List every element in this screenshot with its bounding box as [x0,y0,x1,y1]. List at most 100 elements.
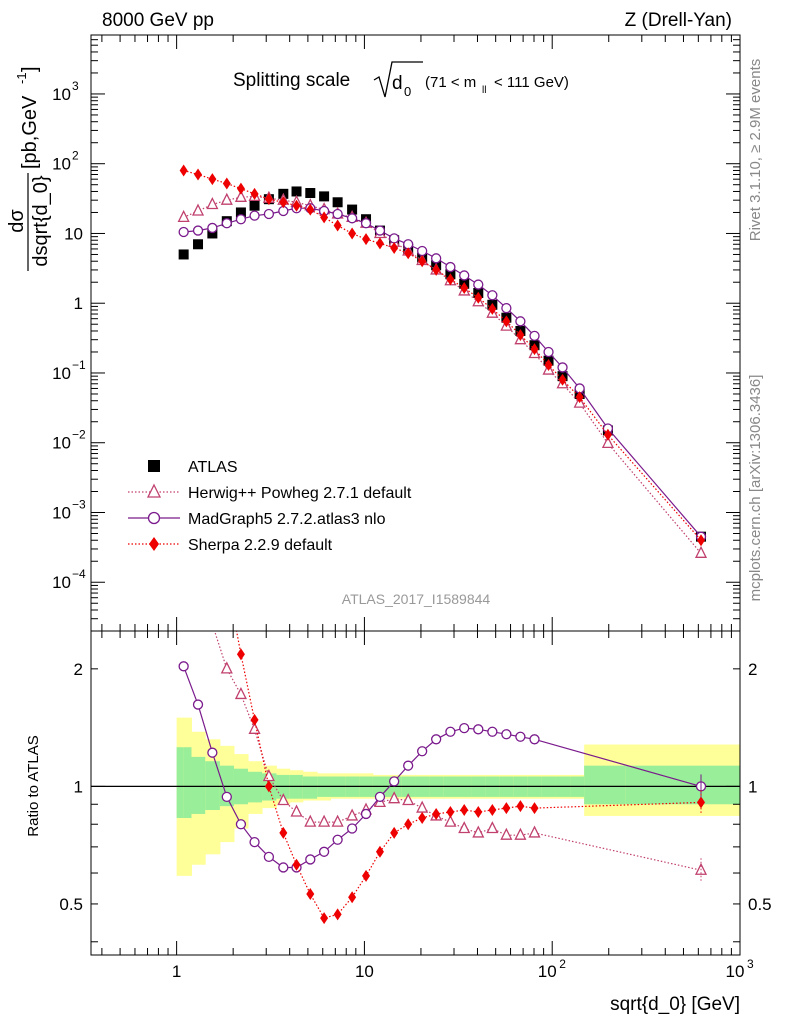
data-point [320,211,329,224]
data-point [220,192,233,205]
header-left: 8000 GeV pp [102,10,214,31]
ylabel-units-sup: -1 [14,72,29,84]
data-point [235,819,247,830]
data-point [207,222,218,234]
y-tick-label-exponent: −2 [72,428,86,442]
data-point [501,302,512,314]
data-point [236,648,245,661]
main-series-herwig-powheg-2-7-1-default [177,188,708,558]
data-point [249,200,260,211]
data-point [694,545,708,558]
data-point [192,699,204,710]
data-point [514,827,527,840]
data-point [502,315,511,328]
ratio-plot-frame [90,630,741,956]
main-series-sherpa-2-2-9-default [179,164,706,547]
data-point [263,851,275,863]
data-point [207,747,218,758]
uncertainty-band-inner [248,771,263,803]
data-point [320,912,329,925]
data-point [194,390,202,402]
data-point [179,164,188,177]
data-point [417,245,428,257]
data-point [487,726,498,737]
data-point [390,826,399,839]
data-point [418,255,427,268]
ylabel-units: [pb,GeV [19,95,41,169]
data-point [375,237,384,250]
data-point [502,802,511,815]
data-point [208,173,217,186]
legend-label: Sherpa 2.2.9 default [188,537,333,554]
legend-entry: Herwig++ Powheg 2.7.1 default [128,483,412,502]
legend-label: ATLAS [188,459,238,476]
data-point [235,207,246,218]
data-point [389,233,400,244]
data-point [487,290,498,301]
data-point [474,805,483,818]
legend-marker [146,483,162,498]
legend-marker [148,460,160,472]
data-point [417,746,428,757]
data-point [360,808,372,820]
legend-entry: ATLAS [148,459,238,476]
data-point [431,253,442,264]
data-point [459,722,470,734]
data-point [530,802,539,815]
uncertainty-band-inner [183,747,192,818]
data-point [431,734,442,745]
data-point [346,213,358,224]
ratio-series-madgraph5-2-7-2-atlas3-nlo [178,661,707,873]
main-ylabel: dσ dsqrt{d_0} [pb,GeV -1 ] [6,66,52,271]
data-point [460,804,469,817]
data-point [331,814,344,827]
data-point [416,800,429,813]
data-point [460,282,469,295]
legend: ATLAS Herwig++ Powheg 2.7.1 default MadGra… [128,459,412,554]
title-var: d [392,73,403,94]
data-point [305,188,316,199]
plot-title: Splitting scale d 0 (71 < m ll < 111 GeV… [233,61,569,99]
y-tick-label-right: 0.5 [748,895,772,914]
data-point [459,270,470,281]
data-point [291,186,302,197]
mcplots-label: mcplots.cern.ch [arXiv:1306.3436] [747,375,764,602]
y-tick-label-exponent: −4 [72,567,86,581]
data-point [346,808,359,821]
data-point [193,239,204,250]
data-point [348,227,357,240]
data-point [516,329,525,342]
data-point [179,573,189,583]
data-point [389,776,400,787]
data-point [249,210,260,221]
data-point [292,199,301,212]
data-point [221,791,232,803]
ylabel-denominator: dsqrt{d_0} [30,175,52,267]
data-point [292,858,301,871]
y-tick-label: 10 [64,224,83,243]
ratio-ylabel: Ratio to ATLAS [25,735,42,836]
data-point [305,854,316,865]
data-point [418,811,427,824]
ratio-panel: 1 10 10 2 10 30.5 0.51 12 2 [59,390,772,981]
data-point [290,804,303,817]
data-point [178,249,189,260]
data-point [697,534,706,547]
y-tick-label-exponent: −1 [72,358,86,372]
data-point [207,618,217,628]
data-point [515,731,526,742]
data-point [444,814,457,827]
data-point [360,218,372,229]
data-point [488,804,497,817]
legend-label: Herwig++ Powheg 2.7.1 default [188,485,412,502]
data-point [192,225,204,236]
uncertainty-band-inner [205,761,221,811]
data-point [221,218,232,229]
ratio-series-sherpa-2-2-9-default [194,390,706,925]
sqrt-sign-icon [373,61,423,98]
data-point [249,836,260,848]
data-point [178,661,189,672]
y-tick-label: 1 [74,777,83,796]
title-range-end: < 111 GeV) [494,74,569,91]
